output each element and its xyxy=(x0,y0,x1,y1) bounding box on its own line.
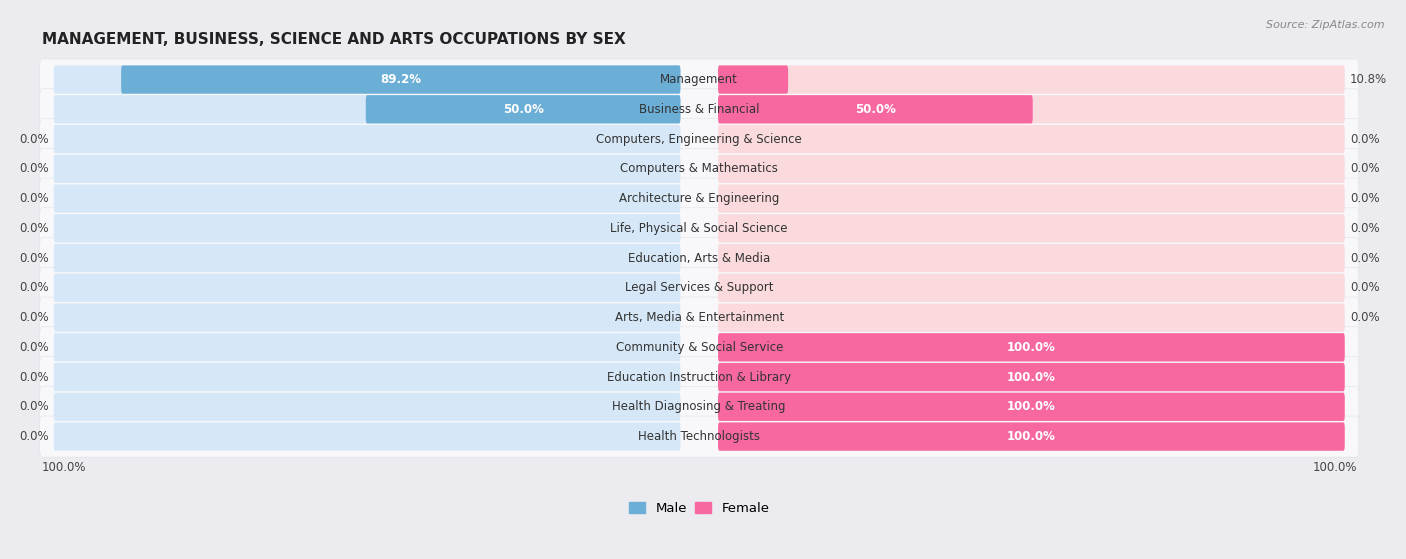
FancyBboxPatch shape xyxy=(366,95,681,124)
Text: 0.0%: 0.0% xyxy=(1350,192,1379,205)
FancyBboxPatch shape xyxy=(39,89,1358,130)
FancyBboxPatch shape xyxy=(39,267,1358,309)
Text: 0.0%: 0.0% xyxy=(18,400,48,413)
Text: 0.0%: 0.0% xyxy=(18,222,48,235)
FancyBboxPatch shape xyxy=(718,363,1344,391)
FancyBboxPatch shape xyxy=(39,59,1358,100)
FancyBboxPatch shape xyxy=(718,274,1344,302)
Text: Legal Services & Support: Legal Services & Support xyxy=(626,281,773,295)
FancyBboxPatch shape xyxy=(718,214,1344,243)
FancyBboxPatch shape xyxy=(39,208,1358,249)
FancyBboxPatch shape xyxy=(39,238,1358,278)
Text: 0.0%: 0.0% xyxy=(18,252,48,264)
FancyBboxPatch shape xyxy=(718,363,1344,391)
FancyBboxPatch shape xyxy=(718,392,1344,421)
Text: Life, Physical & Social Science: Life, Physical & Social Science xyxy=(610,222,787,235)
FancyBboxPatch shape xyxy=(53,155,681,183)
FancyBboxPatch shape xyxy=(53,65,681,94)
FancyBboxPatch shape xyxy=(718,95,1344,124)
Text: 0.0%: 0.0% xyxy=(1350,132,1379,145)
Text: 100.0%: 100.0% xyxy=(1007,430,1056,443)
Text: 0.0%: 0.0% xyxy=(1350,252,1379,264)
FancyBboxPatch shape xyxy=(53,184,681,212)
FancyBboxPatch shape xyxy=(121,65,681,94)
Text: 0.0%: 0.0% xyxy=(1350,222,1379,235)
FancyBboxPatch shape xyxy=(39,297,1358,338)
Text: 0.0%: 0.0% xyxy=(1350,162,1379,176)
Text: 10.8%: 10.8% xyxy=(1350,73,1388,86)
FancyBboxPatch shape xyxy=(53,125,681,153)
FancyBboxPatch shape xyxy=(39,386,1358,428)
Text: 0.0%: 0.0% xyxy=(18,341,48,354)
Text: 50.0%: 50.0% xyxy=(855,103,896,116)
Text: Health Diagnosing & Treating: Health Diagnosing & Treating xyxy=(613,400,786,413)
FancyBboxPatch shape xyxy=(39,119,1358,159)
Text: 0.0%: 0.0% xyxy=(18,132,48,145)
Text: Community & Social Service: Community & Social Service xyxy=(616,341,783,354)
Text: 0.0%: 0.0% xyxy=(18,192,48,205)
FancyBboxPatch shape xyxy=(718,392,1344,421)
Text: 100.0%: 100.0% xyxy=(1312,461,1357,475)
Text: 100.0%: 100.0% xyxy=(1007,400,1056,413)
FancyBboxPatch shape xyxy=(53,274,681,302)
Text: 100.0%: 100.0% xyxy=(1007,341,1056,354)
Text: Health Technologists: Health Technologists xyxy=(638,430,761,443)
FancyBboxPatch shape xyxy=(39,148,1358,190)
Text: 0.0%: 0.0% xyxy=(18,311,48,324)
Text: 0.0%: 0.0% xyxy=(1350,311,1379,324)
FancyBboxPatch shape xyxy=(53,214,681,243)
FancyBboxPatch shape xyxy=(718,125,1344,153)
FancyBboxPatch shape xyxy=(53,333,681,362)
Text: 0.0%: 0.0% xyxy=(1350,281,1379,295)
Text: Computers & Mathematics: Computers & Mathematics xyxy=(620,162,778,176)
FancyBboxPatch shape xyxy=(718,65,1344,94)
FancyBboxPatch shape xyxy=(718,333,1344,362)
FancyBboxPatch shape xyxy=(718,65,789,94)
Text: Business & Financial: Business & Financial xyxy=(638,103,759,116)
Text: 0.0%: 0.0% xyxy=(18,162,48,176)
Text: MANAGEMENT, BUSINESS, SCIENCE AND ARTS OCCUPATIONS BY SEX: MANAGEMENT, BUSINESS, SCIENCE AND ARTS O… xyxy=(42,32,626,47)
Text: Education Instruction & Library: Education Instruction & Library xyxy=(607,371,792,383)
Text: Computers, Engineering & Science: Computers, Engineering & Science xyxy=(596,132,803,145)
Text: 0.0%: 0.0% xyxy=(18,281,48,295)
FancyBboxPatch shape xyxy=(718,333,1344,362)
Legend: Male, Female: Male, Female xyxy=(624,497,775,520)
FancyBboxPatch shape xyxy=(718,155,1344,183)
FancyBboxPatch shape xyxy=(39,416,1358,457)
Text: Management: Management xyxy=(661,73,738,86)
FancyBboxPatch shape xyxy=(39,327,1358,368)
Text: 0.0%: 0.0% xyxy=(18,371,48,383)
FancyBboxPatch shape xyxy=(718,95,1033,124)
FancyBboxPatch shape xyxy=(718,244,1344,272)
FancyBboxPatch shape xyxy=(718,423,1344,451)
FancyBboxPatch shape xyxy=(39,357,1358,397)
FancyBboxPatch shape xyxy=(53,304,681,331)
Text: Arts, Media & Entertainment: Arts, Media & Entertainment xyxy=(614,311,785,324)
Text: Architecture & Engineering: Architecture & Engineering xyxy=(619,192,779,205)
Text: 100.0%: 100.0% xyxy=(42,461,86,475)
Text: Education, Arts & Media: Education, Arts & Media xyxy=(628,252,770,264)
Text: 0.0%: 0.0% xyxy=(18,430,48,443)
FancyBboxPatch shape xyxy=(718,423,1344,451)
Text: 89.2%: 89.2% xyxy=(380,73,422,86)
FancyBboxPatch shape xyxy=(718,184,1344,212)
FancyBboxPatch shape xyxy=(53,423,681,451)
FancyBboxPatch shape xyxy=(53,363,681,391)
Text: 100.0%: 100.0% xyxy=(1007,371,1056,383)
Text: 50.0%: 50.0% xyxy=(503,103,544,116)
Text: Source: ZipAtlas.com: Source: ZipAtlas.com xyxy=(1267,20,1385,30)
FancyBboxPatch shape xyxy=(53,244,681,272)
FancyBboxPatch shape xyxy=(53,392,681,421)
FancyBboxPatch shape xyxy=(39,178,1358,219)
FancyBboxPatch shape xyxy=(718,304,1344,331)
FancyBboxPatch shape xyxy=(53,95,681,124)
